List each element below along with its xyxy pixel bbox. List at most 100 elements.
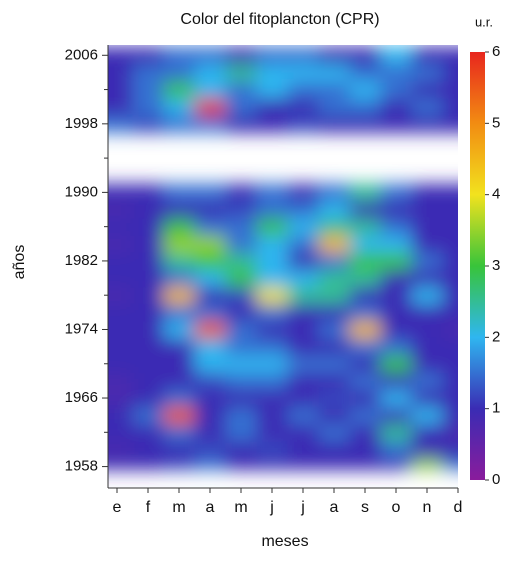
heat-cell: [132, 98, 164, 116]
heat-cell: [380, 286, 412, 305]
heat-cell: [163, 338, 195, 356]
x-tick-label: o: [392, 499, 401, 516]
heat-cell: [287, 338, 319, 356]
heat-cell: [442, 458, 458, 471]
heat-cell: [225, 218, 257, 236]
heat-cell: [256, 372, 288, 390]
heat-cell: [349, 252, 381, 270]
heat-cell: [380, 458, 412, 471]
heat-cell: [108, 286, 133, 305]
heat-cell: [256, 355, 288, 373]
heat-cell: [411, 355, 443, 373]
heat-cell: [163, 200, 195, 219]
heat-cell: [349, 46, 381, 65]
heat-cell: [132, 440, 164, 459]
heat-cell: [225, 115, 257, 133]
heat-cell: [194, 98, 226, 116]
x-tick-label: n: [423, 499, 432, 516]
heat-cell: [287, 440, 319, 459]
heat-cell: [442, 252, 458, 270]
heat-cell: [411, 338, 443, 356]
heat-cell: [225, 406, 257, 425]
heat-cell: [256, 286, 288, 305]
heat-cell: [287, 286, 319, 305]
heat-cell: [349, 98, 381, 116]
heat-cell: [225, 200, 257, 219]
heat-cell: [380, 338, 412, 356]
heat-cell: [108, 115, 133, 133]
heat-cell: [132, 235, 164, 253]
heat-cell: [256, 80, 288, 99]
heat-cell: [349, 458, 381, 471]
heat-cell: [318, 286, 350, 305]
heat-cell: [442, 440, 458, 459]
heat-cell: [194, 406, 226, 425]
x-axis-label: meses: [261, 533, 308, 550]
heat-cell: [108, 200, 133, 219]
heat-cell: [225, 286, 257, 305]
heat-cell: [108, 252, 133, 270]
heat-cell: [411, 218, 443, 236]
heat-cell: [287, 218, 319, 236]
heat-cell: [194, 235, 226, 253]
heat-cell: [108, 98, 133, 116]
heat-cell: [132, 218, 164, 236]
heat-cell: [411, 269, 443, 288]
heat-cell: [380, 46, 412, 65]
heat-cell: [411, 115, 443, 133]
heat-cell: [163, 63, 195, 82]
heat-cell: [256, 423, 288, 442]
y-tick-label: 1974: [65, 320, 98, 337]
heat-cell: [225, 389, 257, 408]
heat-cell: [318, 252, 350, 270]
heat-cell: [287, 303, 319, 322]
heat-cell: [132, 355, 164, 373]
heat-cell: [194, 320, 226, 339]
y-tick-label: 1958: [65, 458, 98, 475]
heat-cell: [256, 406, 288, 425]
heat-cell: [442, 320, 458, 339]
colorbar: [470, 52, 485, 480]
heat-cell: [225, 338, 257, 356]
heat-cell: [108, 338, 133, 356]
heat-cell: [256, 46, 288, 65]
heat-cell: [442, 372, 458, 390]
heat-cell: [442, 80, 458, 99]
heat-cell: [108, 46, 133, 65]
heat-cell: [132, 63, 164, 82]
colorbar-tick-label: 3: [492, 257, 500, 274]
heat-cell: [132, 286, 164, 305]
heat-cell: [380, 80, 412, 99]
heat-cell: [411, 200, 443, 219]
heat-cell: [225, 372, 257, 390]
heat-cell: [318, 63, 350, 82]
heat-cell: [411, 252, 443, 270]
heat-cell: [194, 218, 226, 236]
heat-cell: [380, 183, 412, 202]
heat-cell: [225, 183, 257, 202]
heat-cell: [349, 200, 381, 219]
heat-cell: [380, 115, 412, 133]
x-tick-label: m: [172, 499, 185, 516]
heat-cell: [411, 440, 443, 459]
heat-cell: [318, 372, 350, 390]
heat-cell: [163, 98, 195, 116]
heat-cell: [318, 406, 350, 425]
heat-cell: [380, 218, 412, 236]
heat-cell: [380, 252, 412, 270]
heat-cell: [108, 235, 133, 253]
heat-cell: [256, 458, 288, 471]
heat-cell: [256, 115, 288, 133]
heat-cell: [256, 440, 288, 459]
heat-cell: [287, 389, 319, 408]
heat-cell: [108, 269, 133, 288]
heat-cell: [287, 355, 319, 373]
heat-cell: [287, 423, 319, 442]
chart-title: Color del fitoplancton (CPR): [180, 11, 379, 28]
heat-cell: [163, 115, 195, 133]
heat-cell: [442, 269, 458, 288]
heat-cell: [108, 63, 133, 82]
heat-cell: [163, 355, 195, 373]
heat-cell: [163, 218, 195, 236]
heat-cell: [225, 252, 257, 270]
